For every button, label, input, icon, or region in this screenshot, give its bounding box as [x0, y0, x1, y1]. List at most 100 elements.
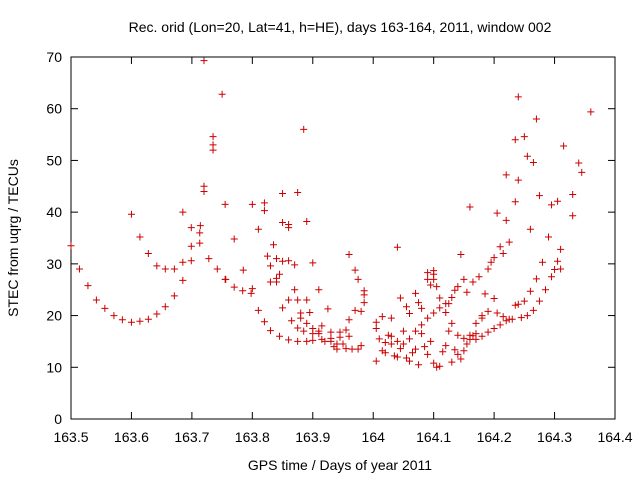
- data-point: [254, 306, 262, 314]
- y-tick-label: 0: [54, 411, 62, 427]
- data-point: [318, 322, 326, 330]
- data-point: [276, 270, 284, 278]
- data-point: [279, 304, 287, 312]
- x-tick-label: 163.8: [235, 429, 270, 445]
- data-point: [569, 212, 577, 220]
- plot-frame: [70, 56, 616, 420]
- data-point: [372, 318, 380, 326]
- data-point: [535, 297, 543, 305]
- data-point: [472, 335, 480, 343]
- data-point: [306, 308, 314, 316]
- data-point: [511, 301, 519, 309]
- data-point: [279, 190, 287, 198]
- data-point: [502, 171, 510, 179]
- data-point: [529, 306, 537, 314]
- data-point: [354, 275, 362, 283]
- data-point: [294, 188, 302, 196]
- data-point: [490, 325, 498, 332]
- data-point: [454, 283, 462, 291]
- data-point: [499, 250, 507, 258]
- x-axis: 163.5 163.6 163.7 163.8 163.9 164 164.1 164.2 16…: [53, 57, 633, 445]
- data-point: [351, 266, 359, 274]
- data-point: [291, 261, 299, 269]
- data-point: [402, 354, 410, 362]
- data-point: [490, 254, 498, 262]
- data-point: [170, 265, 178, 273]
- data-point: [481, 290, 489, 298]
- data-point: [315, 330, 323, 338]
- data-point: [505, 315, 513, 323]
- data-point: [538, 258, 546, 266]
- data-point: [266, 262, 274, 270]
- data-point: [514, 300, 522, 308]
- data-point: [402, 303, 410, 311]
- data-point: [554, 257, 562, 265]
- data-point: [478, 314, 486, 322]
- data-point: [436, 294, 444, 302]
- data-point: [187, 224, 195, 232]
- data-point: [196, 239, 204, 247]
- data-point: [393, 243, 401, 251]
- data-point: [279, 257, 287, 265]
- data-point: [294, 337, 302, 345]
- data-point: [309, 336, 317, 344]
- data-point: [315, 286, 323, 294]
- data-point: [294, 296, 302, 304]
- data-point: [75, 265, 83, 273]
- data-point: [254, 225, 262, 233]
- data-point: [396, 294, 404, 302]
- x-tick-label: 164.3: [537, 429, 572, 445]
- data-point: [466, 331, 474, 339]
- data-point: [263, 252, 271, 260]
- data-point: [179, 208, 187, 216]
- x-tick-label: 164.1: [416, 429, 451, 445]
- data-point: [424, 350, 432, 358]
- data-point: [266, 327, 274, 335]
- data-point: [436, 362, 444, 370]
- data-point: [387, 340, 395, 348]
- x-tick-label: 163.6: [114, 429, 149, 445]
- data-point: [218, 90, 226, 98]
- data-point: [260, 318, 268, 326]
- data-point: [381, 338, 389, 346]
- y-axis: 0 10 20 30 40 50 60 70: [46, 49, 615, 427]
- data-point: [427, 337, 435, 345]
- data-point: [247, 289, 255, 297]
- y-tick-label: 60: [46, 101, 62, 117]
- x-tick-label: 163.9: [295, 429, 330, 445]
- y-tick-label: 30: [46, 256, 62, 272]
- data-point: [300, 125, 308, 133]
- data-point: [357, 307, 365, 315]
- data-point: [84, 282, 92, 290]
- data-point: [554, 197, 562, 205]
- data-point: [526, 225, 534, 233]
- data-point: [514, 176, 522, 184]
- data-point: [285, 296, 293, 304]
- data-point: [457, 251, 465, 259]
- data-point: [294, 324, 302, 332]
- data-point: [532, 275, 540, 283]
- data-point: [499, 313, 507, 321]
- data-point: [339, 340, 347, 348]
- data-point: [248, 285, 256, 293]
- data-point: [285, 224, 293, 232]
- data-point: [454, 331, 462, 339]
- data-point: [396, 345, 404, 353]
- data-point: [360, 299, 368, 307]
- data-point: [569, 191, 577, 199]
- data-point: [248, 200, 256, 208]
- data-point: [430, 275, 438, 283]
- data-point: [239, 287, 247, 295]
- data-point: [484, 328, 492, 336]
- data-point: [418, 321, 426, 329]
- data-point: [221, 200, 229, 208]
- data-point: [200, 182, 208, 190]
- y-tick-label: 20: [46, 308, 62, 324]
- data-point: [372, 325, 380, 332]
- data-point: [285, 336, 293, 344]
- x-tick-label: 163.5: [53, 429, 88, 445]
- data-point: [136, 317, 144, 325]
- data-point: [557, 245, 565, 253]
- data-point: [502, 216, 510, 224]
- data-point: [221, 275, 229, 283]
